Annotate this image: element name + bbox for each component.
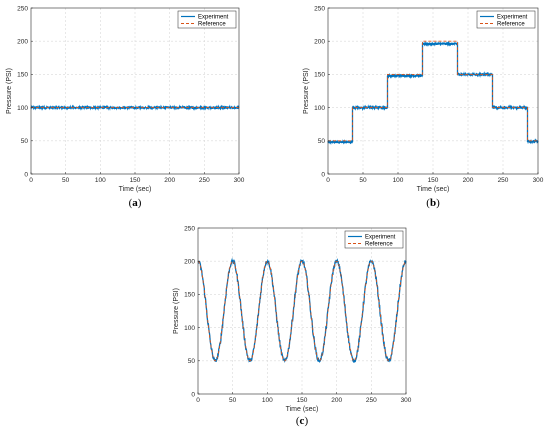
y-tick-label: 50 bbox=[318, 138, 326, 145]
y-tick-label: 150 bbox=[314, 72, 325, 79]
y-tick-label: 100 bbox=[17, 105, 28, 112]
plot-area bbox=[198, 228, 406, 394]
x-tick-label: 250 bbox=[366, 397, 377, 404]
x-tick-label: 200 bbox=[331, 397, 342, 404]
legend-label-reference: Reference bbox=[198, 22, 226, 28]
x-tick-label: 200 bbox=[463, 177, 474, 184]
y-tick-label: 50 bbox=[188, 358, 196, 365]
series-reference-line bbox=[197, 260, 407, 362]
legend-label-reference: Reference bbox=[365, 242, 393, 248]
x-tick-label: 100 bbox=[95, 177, 106, 184]
series-reference-line bbox=[328, 40, 538, 142]
y-tick-label: 0 bbox=[321, 171, 325, 178]
y-tick-label: 250 bbox=[184, 225, 195, 232]
legend-label-experiment: Experiment bbox=[365, 235, 396, 241]
series-experiment-line bbox=[197, 257, 407, 364]
y-tick-label: 200 bbox=[314, 39, 325, 46]
y-tick-label: 200 bbox=[17, 39, 28, 46]
y-tick-label: 250 bbox=[314, 5, 325, 12]
chart-panel-b: 0 50 100 150 200 250 300 0 50 100 150 200 250 Time (s… bbox=[303, 5, 544, 209]
y-tick-label: 100 bbox=[184, 325, 195, 332]
x-tick-label: 150 bbox=[130, 177, 141, 184]
x-tick-label: 50 bbox=[359, 177, 367, 184]
y-tick-label: 150 bbox=[17, 72, 28, 79]
legend-label-experiment: Experiment bbox=[497, 15, 528, 21]
x-tick-label: 150 bbox=[428, 177, 439, 184]
y-tick-label: 150 bbox=[184, 292, 195, 299]
x-tick-label: 300 bbox=[234, 177, 245, 184]
chart-panel-c: 0 50 100 150 200 250 300 0 50 100 150 200 250 Time (s… bbox=[173, 225, 412, 427]
x-axis-title: Time (sec) bbox=[119, 186, 152, 193]
x-tick-label: 250 bbox=[199, 177, 210, 184]
x-tick-label: 100 bbox=[262, 397, 273, 404]
x-tick-label: 300 bbox=[401, 397, 412, 404]
x-tick-label: 300 bbox=[533, 177, 544, 184]
y-axis-title: Pressure (PSI) bbox=[303, 68, 310, 114]
y-tick-label: 50 bbox=[21, 138, 29, 145]
y-tick-label: 250 bbox=[17, 5, 28, 12]
x-tick-label: 0 bbox=[196, 397, 200, 404]
plot-area bbox=[31, 8, 239, 174]
x-axis-title: Time (sec) bbox=[417, 186, 450, 193]
panel-label-c: (c) bbox=[296, 415, 309, 427]
x-tick-label: 50 bbox=[62, 177, 70, 184]
series-experiment-line bbox=[30, 104, 240, 111]
y-tick-label: 100 bbox=[314, 105, 325, 112]
x-tick-label: 100 bbox=[393, 177, 404, 184]
y-tick-label: 0 bbox=[24, 171, 28, 178]
y-tick-label: 0 bbox=[191, 391, 195, 398]
y-tick-label: 200 bbox=[184, 259, 195, 266]
x-tick-label: 0 bbox=[326, 177, 330, 184]
legend-label-reference: Reference bbox=[497, 22, 525, 28]
x-tick-label: 150 bbox=[297, 397, 308, 404]
panel-label-a: (a) bbox=[129, 197, 142, 209]
y-axis-title: Pressure (PSI) bbox=[6, 68, 13, 114]
y-axis-title: Pressure (PSI) bbox=[173, 288, 180, 334]
plot-area bbox=[328, 8, 538, 174]
x-tick-label: 50 bbox=[229, 397, 237, 404]
legend-label-experiment: Experiment bbox=[198, 15, 229, 21]
chart-panel-a: 0 50 100 150 200 250 300 0 50 100 150 200 250 Time (s… bbox=[6, 5, 245, 209]
x-tick-label: 0 bbox=[29, 177, 33, 184]
x-tick-label: 250 bbox=[498, 177, 509, 184]
x-axis-title: Time (sec) bbox=[286, 406, 319, 413]
panel-label-b: (b) bbox=[426, 197, 440, 209]
x-tick-label: 200 bbox=[164, 177, 175, 184]
